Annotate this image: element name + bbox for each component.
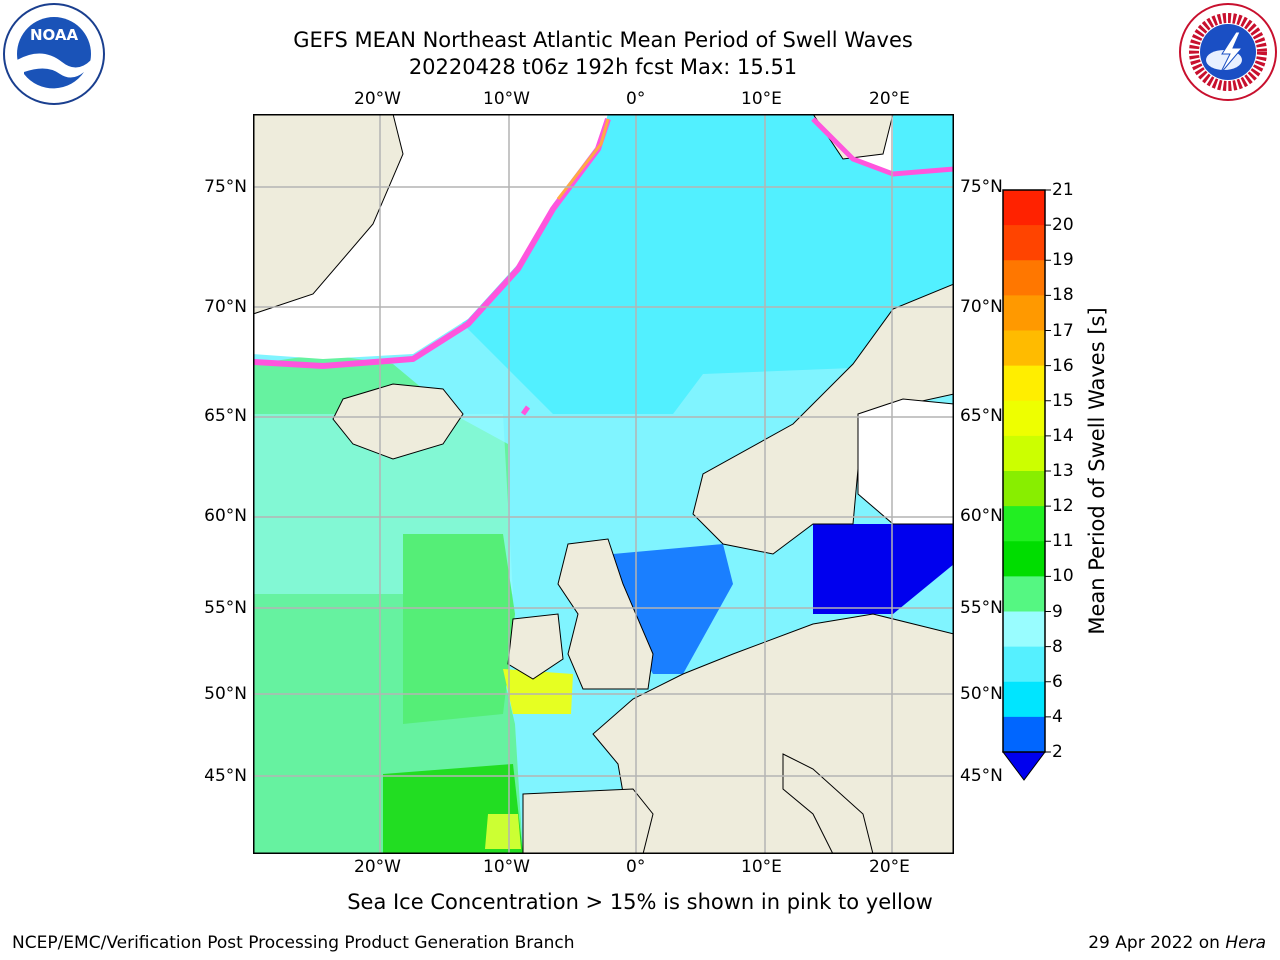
lon-label-bottom-20e: 20°E [869, 857, 910, 877]
lat-label-left-60n: 60°N [204, 506, 247, 526]
lon-label-bottom-0: 0° [626, 857, 646, 877]
sea-ice-free-white-bothnia [857, 398, 954, 525]
lat-label-left-45n: 45°N [204, 766, 247, 786]
lon-label-bottom-20w: 20°W [354, 857, 401, 877]
colorbar-band [1003, 260, 1045, 296]
lat-label-right-70n: 70°N [960, 297, 1003, 317]
lat-label-left-65n: 65°N [204, 406, 247, 426]
lon-label-top-20w: 20°W [354, 89, 401, 109]
credit-line: NCEP/EMC/Verification Post Processing Pr… [12, 933, 575, 953]
lat-label-left-55n: 55°N [204, 598, 247, 618]
lon-label-bottom-10w: 10°W [483, 857, 530, 877]
lon-label-top-20e: 20°E [869, 89, 910, 109]
landmass-great-britain [557, 538, 654, 690]
colorbar-band [1003, 295, 1045, 331]
colorbar-tick-label: 12 [1052, 496, 1074, 517]
colorbar-under-triangle [1002, 751, 1046, 781]
date-stamp: 29 Apr 2022 on Hera [1088, 933, 1266, 953]
lat-label-right-45n: 45°N [960, 766, 1003, 786]
lon-label-top-0: 0° [626, 89, 646, 109]
date-stamp-text: 29 Apr 2022 on [1088, 933, 1226, 953]
lat-label-left-50n: 50°N [204, 684, 247, 704]
colorbar-tick-label: 2 [1052, 742, 1063, 762]
colorbar-tick-label: 8 [1052, 636, 1063, 657]
lon-label-bottom-10e: 10°E [741, 857, 782, 877]
colorbar [1002, 189, 1051, 781]
lat-label-right-55n: 55°N [960, 598, 1003, 618]
swell-under-2s-baltic [813, 524, 954, 614]
colorbar-band [1003, 716, 1045, 753]
swell-10-11s-area [403, 534, 515, 724]
nws-logo [1179, 3, 1277, 101]
colorbar-tick-marks [1045, 189, 1051, 753]
colorbar-tick-label: 18 [1052, 285, 1074, 306]
colorbar-tick-label: 14 [1052, 425, 1074, 446]
colorbar-tick-label: 4 [1052, 706, 1063, 727]
swell-13-14s-spot [485, 814, 521, 849]
sea-ice-patch [520, 405, 531, 416]
colorbar-band [1003, 471, 1045, 507]
noaa-logo-text: NOAA [30, 26, 79, 44]
map-title: GEFS MEAN Northeast Atlantic Mean Period… [293, 28, 913, 52]
colorbar-tick-label: 17 [1052, 320, 1074, 341]
colorbar-band [1003, 541, 1045, 577]
lat-label-right-50n: 50°N [960, 684, 1003, 704]
sea-ice-footnote: Sea Ice Concentration > 15% is shown in … [347, 890, 933, 914]
colorbar-tick-label: 6 [1052, 671, 1063, 692]
landmass-greenland [253, 114, 404, 315]
colorbar-band [1003, 435, 1045, 472]
machine-name: Hera [1225, 933, 1266, 953]
colorbar-tick-label: 20 [1052, 215, 1074, 236]
colorbar-tick-label: 9 [1052, 601, 1063, 622]
lat-label-left-70n: 70°N [204, 297, 247, 317]
lat-label-right-75n: 75°N [960, 177, 1003, 197]
noaa-logo: NOAA [3, 3, 105, 105]
map-panel [253, 114, 954, 854]
lon-label-top-10w: 10°W [483, 89, 530, 109]
colorbar-tick-label: 15 [1052, 390, 1074, 411]
lon-label-top-10e: 10°E [741, 89, 782, 109]
colorbar-band [1003, 365, 1045, 402]
graticule [253, 114, 954, 854]
lat-label-left-75n: 75°N [204, 177, 247, 197]
colorbar-band [1003, 225, 1045, 261]
colorbar-band [1003, 611, 1045, 648]
sea-ice-edge-svalbard [811, 117, 954, 177]
colorbar-tick-label: 11 [1052, 531, 1074, 552]
colorbar-bands [1003, 190, 1045, 753]
colorbar-band [1003, 646, 1045, 683]
swell-14-15s-area [503, 669, 573, 714]
colorbar-band [1003, 400, 1045, 437]
colorbar-tick-label: 19 [1052, 250, 1074, 271]
colorbar-band [1003, 330, 1045, 367]
colorbar-band [1003, 190, 1045, 226]
colorbar-tick-label: 13 [1052, 461, 1074, 481]
map-border [253, 114, 954, 854]
lat-label-right-60n: 60°N [960, 506, 1003, 526]
colorbar-band [1003, 681, 1045, 718]
colorbar-tick-label: 21 [1052, 180, 1074, 200]
sea-ice-edge-yellow [556, 118, 610, 200]
landmass-iceland [332, 383, 464, 460]
colorbar-tick-label: 10 [1052, 566, 1074, 587]
colorbar-tick-label: 16 [1052, 355, 1074, 376]
landmass-svalbard [812, 114, 894, 160]
colorbar-label: Mean Period of Swell Waves [s] [1085, 307, 1109, 635]
colorbar-band [1003, 506, 1045, 542]
lat-label-right-65n: 65°N [960, 406, 1003, 426]
colorbar-band [1003, 576, 1045, 612]
forecast-subtitle: 20220428 t06z 192h fcst Max: 15.51 [408, 55, 798, 79]
landmass-iberia [522, 788, 654, 854]
